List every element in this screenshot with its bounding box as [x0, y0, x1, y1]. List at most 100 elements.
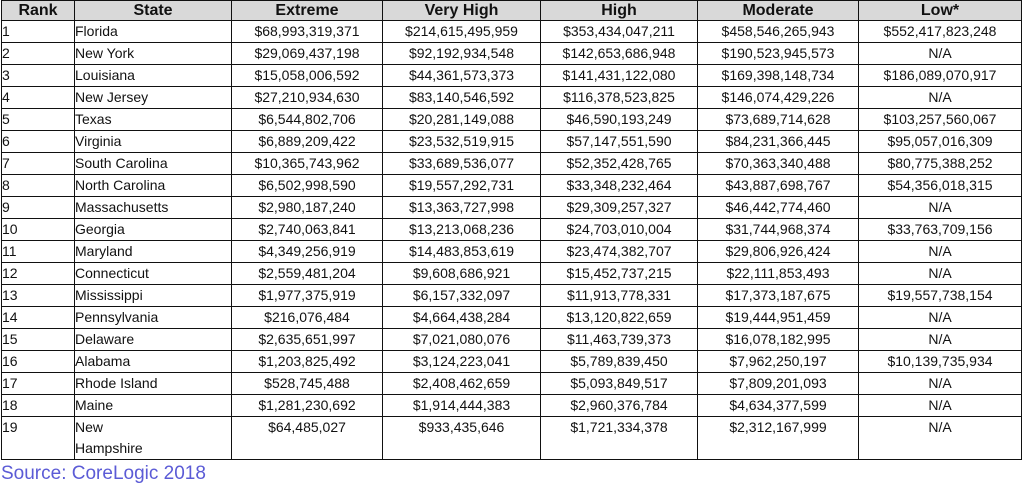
extreme-cell: $6,889,209,422 — [231, 130, 383, 153]
low-cell: $103,257,560,067 — [858, 108, 1022, 131]
extreme-cell: $1,977,375,919 — [231, 284, 383, 307]
moderate-cell: $7,809,201,093 — [697, 372, 859, 395]
header-high: High — [540, 0, 698, 21]
table-row: 19 New Hampshire $64,485,027 $933,435,646 $1,… — [1, 416, 1022, 460]
low-cell: N/A — [858, 372, 1022, 395]
rank-cell: 10 — [1, 218, 75, 241]
extreme-cell: $528,745,488 — [231, 372, 383, 395]
rank-cell: 18 — [1, 394, 75, 417]
moderate-cell: $7,962,250,197 — [697, 350, 859, 373]
rank-cell: 3 — [1, 64, 75, 87]
table-row: 14 Pennsylvania $216,076,484 $4,664,438,284… — [1, 306, 1022, 329]
table-row: 13 Mississippi $1,977,375,919 $6,157,332,09… — [1, 284, 1022, 307]
rank-cell: 4 — [1, 86, 75, 109]
low-cell: $95,057,016,309 — [858, 130, 1022, 153]
extreme-cell: $68,993,319,371 — [231, 20, 383, 43]
table-row: 17 Rhode Island $528,745,488 $2,408,462,659… — [1, 372, 1022, 395]
very-high-cell: $23,532,519,915 — [382, 130, 541, 153]
high-cell: $24,703,010,004 — [540, 218, 698, 241]
low-cell: $80,775,388,252 — [858, 152, 1022, 175]
table-row: 7 South Carolina $10,365,743,962 $33,689,53… — [1, 152, 1022, 175]
state-cell: Maine — [74, 394, 232, 417]
moderate-cell: $190,523,945,573 — [697, 42, 859, 65]
state-cell: Delaware — [74, 328, 232, 351]
state-cell: New York — [74, 42, 232, 65]
header-moderate: Moderate — [697, 0, 859, 21]
low-cell: N/A — [858, 416, 1022, 460]
low-cell: N/A — [858, 328, 1022, 351]
table-row: 18 Maine $1,281,230,692 $1,914,444,383 $2,96… — [1, 394, 1022, 417]
moderate-cell: $73,689,714,628 — [697, 108, 859, 131]
high-cell: $23,474,382,707 — [540, 240, 698, 263]
low-cell: N/A — [858, 86, 1022, 109]
table-row: 11 Maryland $4,349,256,919 $14,483,853,619 $… — [1, 240, 1022, 263]
moderate-cell: $2,312,167,999 — [697, 416, 859, 460]
extreme-cell: $29,069,437,198 — [231, 42, 383, 65]
low-cell: $54,356,018,315 — [858, 174, 1022, 197]
high-cell: $116,378,523,825 — [540, 86, 698, 109]
high-cell: $5,093,849,517 — [540, 372, 698, 395]
state-cell: Florida — [74, 20, 232, 43]
rank-cell: 12 — [1, 262, 75, 285]
table-row: 2 New York $29,069,437,198 $92,192,934,548 $… — [1, 42, 1022, 65]
state-cell: North Carolina — [74, 174, 232, 197]
moderate-cell: $46,442,774,460 — [697, 196, 859, 219]
state-cell: Maryland — [74, 240, 232, 263]
low-cell: N/A — [858, 394, 1022, 417]
table-row: 15 Delaware $2,635,651,997 $7,021,080,076 $1… — [1, 328, 1022, 351]
very-high-cell: $83,140,546,592 — [382, 86, 541, 109]
very-high-cell: $13,213,068,236 — [382, 218, 541, 241]
extreme-cell: $2,740,063,841 — [231, 218, 383, 241]
high-cell: $15,452,737,215 — [540, 262, 698, 285]
very-high-cell: $19,557,292,731 — [382, 174, 541, 197]
rank-cell: 5 — [1, 108, 75, 131]
extreme-cell: $6,502,998,590 — [231, 174, 383, 197]
very-high-cell: $13,363,727,998 — [382, 196, 541, 219]
extreme-cell: $216,076,484 — [231, 306, 383, 329]
table-row: 4 New Jersey $27,210,934,630 $83,140,546,59… — [1, 86, 1022, 109]
very-high-cell: $44,361,573,373 — [382, 64, 541, 87]
low-cell: N/A — [858, 306, 1022, 329]
header-low: Low* — [858, 0, 1022, 21]
moderate-cell: $43,887,698,767 — [697, 174, 859, 197]
very-high-cell: $3,124,223,041 — [382, 350, 541, 373]
extreme-cell: $1,203,825,492 — [231, 350, 383, 373]
table-row: 12 Connecticut $2,559,481,204 $9,608,686,92… — [1, 262, 1022, 285]
extreme-cell: $64,485,027 — [231, 416, 383, 460]
state-cell: Texas — [74, 108, 232, 131]
high-cell: $11,913,778,331 — [540, 284, 698, 307]
rank-cell: 16 — [1, 350, 75, 373]
state-cell: Louisiana — [74, 64, 232, 87]
very-high-cell: $1,914,444,383 — [382, 394, 541, 417]
low-cell: N/A — [858, 42, 1022, 65]
moderate-cell: $17,373,187,675 — [697, 284, 859, 307]
header-very-high: Very High — [382, 0, 541, 21]
table-row: 9 Massachusetts $2,980,187,240 $13,363,727,… — [1, 196, 1022, 219]
extreme-cell: $2,559,481,204 — [231, 262, 383, 285]
very-high-cell: $7,021,080,076 — [382, 328, 541, 351]
high-cell: $29,309,257,327 — [540, 196, 698, 219]
table-row: 10 Georgia $2,740,063,841 $13,213,068,236 $2… — [1, 218, 1022, 241]
state-cell: Georgia — [74, 218, 232, 241]
extreme-cell: $2,980,187,240 — [231, 196, 383, 219]
header-state: State — [74, 0, 232, 21]
very-high-cell: $933,435,646 — [382, 416, 541, 460]
table-body: 1 Florida $68,993,319,371 $214,615,495,959 $… — [1, 20, 1022, 460]
state-cell: Pennsylvania — [74, 306, 232, 329]
low-cell: N/A — [858, 240, 1022, 263]
rank-cell: 13 — [1, 284, 75, 307]
rank-cell: 7 — [1, 152, 75, 175]
rank-cell: 11 — [1, 240, 75, 263]
extreme-cell: $6,544,802,706 — [231, 108, 383, 131]
low-cell: N/A — [858, 196, 1022, 219]
extreme-cell: $4,349,256,919 — [231, 240, 383, 263]
very-high-cell: $4,664,438,284 — [382, 306, 541, 329]
state-cell: New Jersey — [74, 86, 232, 109]
high-cell: $353,434,047,211 — [540, 20, 698, 43]
high-cell: $2,960,376,784 — [540, 394, 698, 417]
table-row: 8 North Carolina $6,502,998,590 $19,557,292… — [1, 174, 1022, 197]
high-cell: $13,120,822,659 — [540, 306, 698, 329]
low-cell: N/A — [858, 262, 1022, 285]
state-cell: Rhode Island — [74, 372, 232, 395]
extreme-cell: $15,058,006,592 — [231, 64, 383, 87]
